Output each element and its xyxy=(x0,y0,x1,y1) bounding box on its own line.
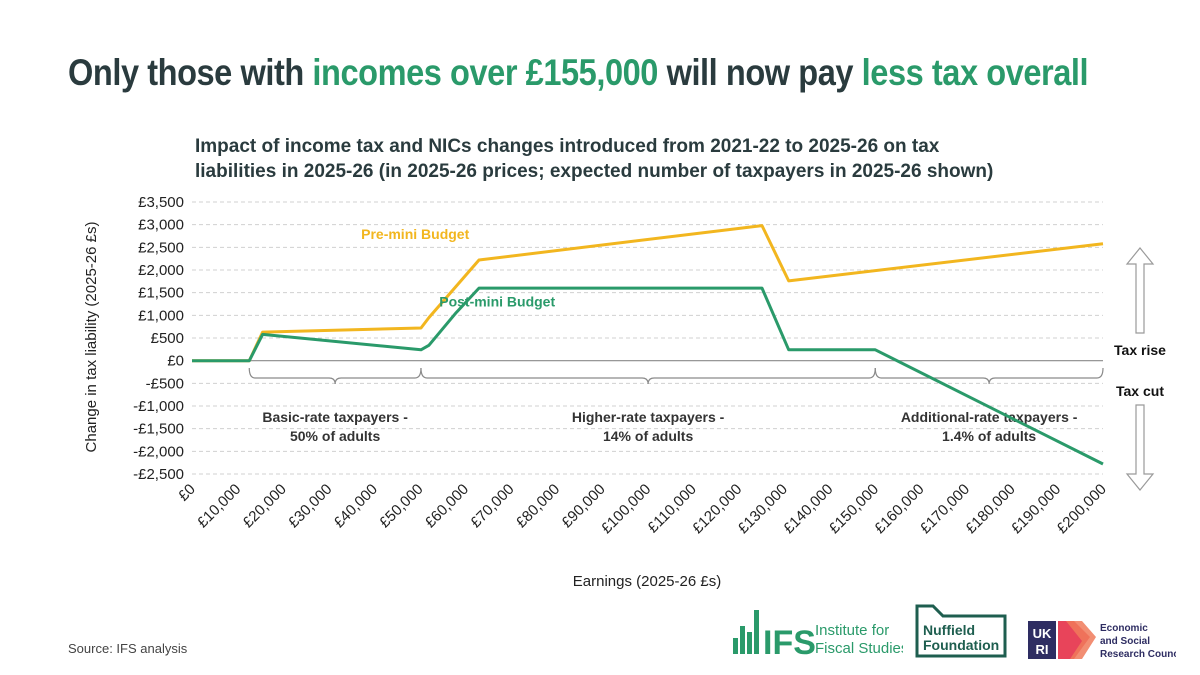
y-tick-label: £1,500 xyxy=(138,285,184,302)
x-tick-label: £200,000 xyxy=(1054,481,1110,537)
chart-title-line2: liabilities in 2025-26 (in 2025-26 price… xyxy=(195,161,993,182)
series-label: Pre-mini Budget xyxy=(361,226,469,242)
y-tick-label: £3,500 xyxy=(138,194,184,211)
headline-part2: incomes over £155,000 xyxy=(312,52,658,93)
x-axis-ticks: £0£10,000£20,000£30,000£40,000£50,000£60… xyxy=(175,481,1110,537)
ukri-esrc-logo: UK RI Economic and Social Research Counc… xyxy=(1028,621,1176,660)
y-tick-label: -£1,000 xyxy=(133,398,184,415)
y-tick-label: -£1,500 xyxy=(133,421,184,438)
y-tick-label: £3,000 xyxy=(138,217,184,234)
tax-cut-arrow-icon xyxy=(1125,404,1155,491)
x-tick-label: £100,000 xyxy=(598,481,654,537)
x-tick-label: £20,000 xyxy=(240,481,290,531)
series-label: Post-mini Budget xyxy=(439,293,555,309)
series-line xyxy=(192,286,1104,466)
group-brace xyxy=(420,367,876,385)
x-tick-label: £80,000 xyxy=(513,481,563,531)
x-tick-label: £40,000 xyxy=(331,481,381,531)
tax-rise-arrow-icon xyxy=(1125,247,1155,334)
headline-part1: Only those with xyxy=(68,52,313,93)
y-tick-label: £0 xyxy=(167,353,184,370)
ukri-logo-ri: RI xyxy=(1036,642,1049,657)
y-axis-label: Change in tax liability (2025-26 £s) xyxy=(83,222,100,453)
group-label-line1: Higher-rate taxpayers - xyxy=(572,409,725,425)
taxpayer-group-braces: Basic-rate taxpayers - 50% of adults Highe… xyxy=(248,367,1104,444)
nuffield-logo-line1: Nuffield xyxy=(923,622,975,638)
ifs-logo-line1: Institute for xyxy=(815,622,889,639)
group-label-line2: 1.4% of adults xyxy=(942,428,1036,444)
y-tick-label: -£2,000 xyxy=(133,443,184,460)
group-label-line1: Basic-rate taxpayers - xyxy=(262,409,408,425)
ifs-logo-line2: Fiscal Studies xyxy=(815,640,903,657)
y-tick-label: £2,500 xyxy=(138,239,184,256)
headline: Only those with incomes over £155,000 wi… xyxy=(68,52,1089,94)
y-tick-label: -£2,500 xyxy=(133,466,184,483)
group-label-line2: 14% of adults xyxy=(603,428,693,444)
headline-part3: will now pay xyxy=(657,52,862,93)
chart: Impact of income tax and NICs changes in… xyxy=(83,136,1166,590)
ifs-logo: IFS Institute for Fiscal Studies xyxy=(733,610,903,658)
gridlines xyxy=(192,201,1103,475)
series-labels: Pre-mini Budget Post-mini Budget xyxy=(361,226,555,309)
x-tick-label: £50,000 xyxy=(376,481,426,531)
y-tick-label: £500 xyxy=(151,330,184,347)
esrc-logo-line1: Economic xyxy=(1100,623,1148,634)
nuffield-logo-line2: Foundation xyxy=(923,637,999,653)
x-axis-label: Earnings (2025-26 £s) xyxy=(573,573,721,590)
tax-cut-label: Tax cut xyxy=(1116,383,1164,399)
source-note: Source: IFS analysis xyxy=(68,641,188,656)
group-brace xyxy=(874,367,1104,385)
x-tick-label: £70,000 xyxy=(467,481,517,531)
group-label-line2: 50% of adults xyxy=(290,428,380,444)
esrc-logo-line2: and Social xyxy=(1100,636,1150,647)
chart-title-line1: Impact of income tax and NICs changes in… xyxy=(195,136,940,157)
x-tick-label: £0 xyxy=(175,481,199,505)
y-tick-label: -£500 xyxy=(146,375,184,392)
series-lines xyxy=(192,224,1104,466)
nuffield-logo: Nuffield Foundation xyxy=(915,604,1007,658)
x-tick-label: £10,000 xyxy=(194,481,244,531)
y-axis-ticks: £3,500 £3,000 £2,500 £2,000 £1,500 £1,000 £500… xyxy=(133,194,184,483)
tax-rise-label: Tax rise xyxy=(1114,342,1166,358)
ukri-logo-uk: UK xyxy=(1033,626,1052,641)
y-tick-label: £2,000 xyxy=(138,262,184,279)
headline-part4: less tax overall xyxy=(861,52,1089,93)
x-tick-label: £30,000 xyxy=(285,481,335,531)
esrc-logo-line3: Research Council xyxy=(1100,649,1176,660)
x-tick-label: £60,000 xyxy=(422,481,472,531)
ifs-logo-short: IFS xyxy=(763,624,816,658)
y-tick-label: £1,000 xyxy=(138,307,184,324)
group-label-line1: Additional-rate taxpayers - xyxy=(901,409,1078,425)
group-brace xyxy=(248,367,422,385)
